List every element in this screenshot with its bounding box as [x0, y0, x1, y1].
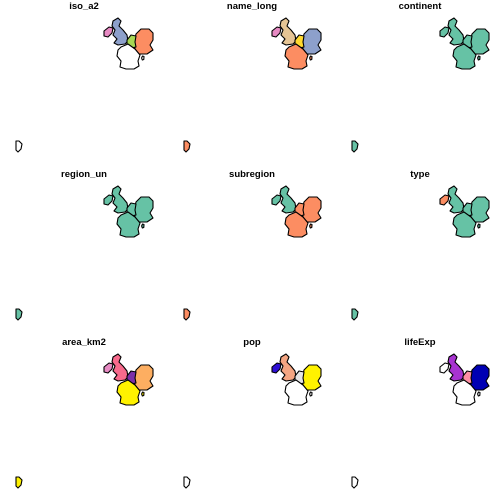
germany-shape: [469, 364, 490, 391]
ireland-shape: [103, 194, 114, 206]
french-guiana-shape: [183, 308, 191, 321]
ireland-shape: [271, 362, 282, 374]
map-panel-lifeexp: lifeExp: [336, 336, 504, 504]
france-shape: [116, 211, 141, 238]
french-guiana-shape: [183, 140, 191, 153]
ireland-shape: [103, 362, 114, 374]
ireland-shape: [439, 194, 450, 206]
map-panel-subregion: subregion: [168, 168, 336, 336]
french-guiana-shape: [351, 476, 359, 489]
ireland-shape: [439, 26, 450, 38]
france-shape: [452, 379, 477, 406]
germany-shape: [301, 28, 322, 55]
map-panel-iso-a2: iso_a2: [0, 0, 168, 168]
united-kingdom-shape: [279, 17, 297, 46]
panel-title: area_km2: [62, 337, 106, 348]
ireland-shape: [103, 26, 114, 38]
map-canvas: [15, 353, 154, 489]
map-canvas: [183, 353, 322, 489]
french-guiana-shape: [15, 476, 23, 489]
france-shape: [116, 43, 141, 70]
map-canvas: [351, 17, 490, 153]
map-panel-continent: continent: [336, 0, 504, 168]
corsica-shape: [477, 391, 481, 397]
map-canvas: [183, 185, 322, 321]
germany-shape: [469, 196, 490, 223]
corsica-shape: [477, 55, 481, 61]
germany-shape: [301, 196, 322, 223]
germany-shape: [301, 364, 322, 391]
germany-shape: [133, 364, 154, 391]
map-canvas: [15, 185, 154, 321]
united-kingdom-shape: [447, 17, 465, 46]
france-shape: [284, 379, 309, 406]
united-kingdom-shape: [447, 353, 465, 382]
france-shape: [116, 379, 141, 406]
united-kingdom-shape: [111, 185, 129, 214]
germany-shape: [469, 28, 490, 55]
panel-title: subregion: [229, 169, 275, 180]
corsica-shape: [141, 55, 145, 61]
ireland-shape: [271, 194, 282, 206]
corsica-shape: [141, 223, 145, 229]
france-shape: [452, 43, 477, 70]
panel-title: region_un: [61, 169, 107, 180]
map-panel-region-un: region_un: [0, 168, 168, 336]
panel-title: pop: [243, 337, 261, 348]
france-shape: [452, 211, 477, 238]
french-guiana-shape: [15, 140, 23, 153]
panel-title: name_long: [226, 1, 278, 12]
map-canvas: [183, 17, 322, 153]
corsica-shape: [309, 223, 313, 229]
map-panel-pop: pop: [168, 336, 336, 504]
french-guiana-shape: [351, 140, 359, 153]
corsica-shape: [477, 223, 481, 229]
united-kingdom-shape: [111, 17, 129, 46]
french-guiana-shape: [351, 308, 359, 321]
ireland-shape: [271, 26, 282, 38]
corsica-shape: [309, 55, 313, 61]
united-kingdom-shape: [111, 353, 129, 382]
french-guiana-shape: [183, 476, 191, 489]
panel-title: continent: [398, 1, 442, 12]
panel-title: lifeExp: [404, 337, 436, 348]
germany-shape: [133, 196, 154, 223]
united-kingdom-shape: [279, 185, 297, 214]
map-panel-type: type: [336, 168, 504, 336]
france-shape: [284, 43, 309, 70]
united-kingdom-shape: [447, 185, 465, 214]
ireland-shape: [439, 362, 450, 374]
french-guiana-shape: [15, 308, 23, 321]
map-panel-area-km2: area_km2: [0, 336, 168, 504]
map-canvas: [15, 17, 154, 153]
panel-title: iso_a2: [69, 1, 99, 12]
map-panel-name-long: name_long: [168, 0, 336, 168]
united-kingdom-shape: [279, 353, 297, 382]
corsica-shape: [309, 391, 313, 397]
france-shape: [284, 211, 309, 238]
corsica-shape: [141, 391, 145, 397]
map-canvas: [351, 185, 490, 321]
panel-title: type: [410, 169, 430, 180]
germany-shape: [133, 28, 154, 55]
map-canvas: [351, 353, 490, 489]
